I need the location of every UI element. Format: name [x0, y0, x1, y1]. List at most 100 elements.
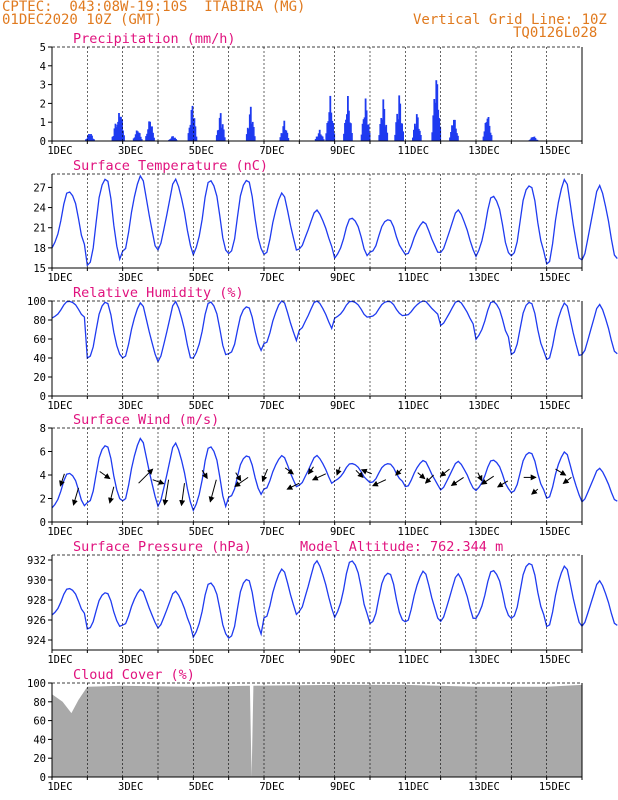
precip-bar: [285, 130, 288, 141]
precip-bar: [487, 117, 490, 141]
y-tick-label: 928: [27, 595, 46, 607]
y-tick-label: 18: [33, 243, 46, 255]
precip-bar: [193, 118, 196, 141]
precip-bar: [147, 129, 149, 141]
precip-bar: [456, 133, 458, 141]
precip-bar: [245, 134, 248, 141]
x-tick-label: 11DEC: [398, 400, 430, 412]
wind-vector: [424, 474, 434, 484]
panel-title: Surface Pressure (hPa): [73, 539, 252, 555]
precip-bar: [349, 122, 351, 141]
precip-bar: [366, 124, 369, 141]
precip-bar: [453, 119, 455, 141]
wind-vector: [99, 471, 111, 480]
precip-bar: [333, 133, 336, 141]
y-tick-label: 60: [33, 334, 46, 346]
y-tick-label: 4: [40, 470, 46, 482]
y-tick-label: 930: [27, 575, 46, 587]
precip-bar: [151, 126, 153, 141]
precip-bar: [394, 134, 397, 141]
x-tick-label: 3DEC: [118, 526, 143, 538]
precip-bar: [316, 136, 319, 141]
precip-bar: [188, 127, 191, 141]
precip-bar: [112, 136, 115, 141]
x-tick-label: 9DEC: [330, 526, 355, 538]
precip-bar: [361, 123, 364, 141]
precip-bar: [249, 106, 252, 141]
x-tick-label: 11DEC: [398, 145, 430, 157]
precip-bar: [534, 138, 537, 141]
x-tick-label: 15DEC: [539, 781, 571, 793]
precip-bar: [360, 134, 363, 141]
y-tick-label: 40: [33, 734, 46, 746]
precip-bar: [321, 136, 324, 141]
wind-vector: [335, 466, 342, 476]
precip-bar: [400, 123, 402, 141]
cloud-cover-area: [52, 684, 582, 777]
wind-vector: [307, 466, 314, 475]
precip-bar: [250, 123, 253, 141]
y-tick-label: 20: [33, 753, 46, 765]
precip-bar: [148, 121, 150, 141]
precip-bar: [363, 117, 366, 141]
precip-bar: [246, 127, 249, 141]
precip-bar: [173, 137, 175, 141]
precip-bar: [531, 137, 534, 141]
panel-title: Surface Temperature (nC): [73, 158, 268, 174]
precip-bar: [412, 137, 414, 141]
x-tick-label: 5DEC: [189, 654, 214, 666]
wind-vector: [450, 476, 464, 486]
x-tick-label: 5DEC: [189, 781, 214, 793]
precip-bar: [489, 132, 492, 141]
x-tick-label: 7DEC: [259, 526, 284, 538]
precip-bar: [379, 124, 382, 141]
precip-bar: [140, 139, 143, 141]
precip-bar: [532, 137, 535, 141]
x-tick-label: 11DEC: [398, 781, 430, 793]
panel-1: Precipitation (mm/h) 0 1 2 3 4 5 1DEC 3DEC 5DEC 7D…: [40, 31, 583, 157]
x-tick-label: 15DEC: [539, 272, 571, 284]
precip-bar: [332, 123, 335, 141]
precip-bar: [438, 118, 441, 141]
precip-bar: [218, 117, 221, 141]
x-tick-label: 7DEC: [259, 654, 284, 666]
precip-bar: [385, 124, 388, 141]
x-tick-label: 15DEC: [539, 400, 571, 412]
precip-bar: [325, 133, 328, 141]
precip-bar: [432, 115, 435, 141]
precip-bar: [87, 135, 89, 141]
precip-bar: [191, 105, 194, 141]
precip-bar: [329, 95, 332, 141]
precip-bar: [89, 135, 91, 141]
precip-bar: [383, 109, 386, 141]
precip-bar: [279, 137, 282, 141]
precip-bar: [368, 133, 371, 141]
panel-title: Relative Humidity (%): [73, 285, 244, 301]
panel-title: Precipitation (mm/h): [73, 31, 236, 47]
precip-bar: [449, 137, 451, 141]
x-tick-label: 13DEC: [468, 272, 500, 284]
precip-bar: [114, 123, 117, 141]
panel-2: Surface Temperature (nC) 15 18 21 24 27 1DEC 3D…: [33, 158, 618, 284]
station-label: CPTEC: 043:08W-19:10S ITABIRA (MG): [2, 0, 306, 15]
wind-vector: [311, 473, 327, 481]
precip-bar: [344, 123, 346, 141]
precip-bar: [455, 128, 457, 141]
wind-vector: [286, 482, 300, 490]
x-tick-label: 1DEC: [47, 400, 72, 412]
y-tick-label: 924: [27, 635, 46, 647]
x-tick-label: 3DEC: [118, 272, 143, 284]
wind-vector: [208, 479, 217, 503]
y-tick-label: 80: [33, 315, 46, 327]
precip-bar: [118, 113, 120, 141]
precip-bar: [287, 138, 290, 141]
precip-bar: [413, 129, 415, 141]
wind-vector: [355, 469, 364, 479]
precip-bar: [115, 134, 117, 141]
precip-bar: [398, 95, 401, 141]
precip-bar: [434, 102, 437, 141]
series-line: [51, 559, 618, 640]
wind-vector: [234, 476, 249, 487]
y-tick-label: 20: [33, 372, 46, 384]
